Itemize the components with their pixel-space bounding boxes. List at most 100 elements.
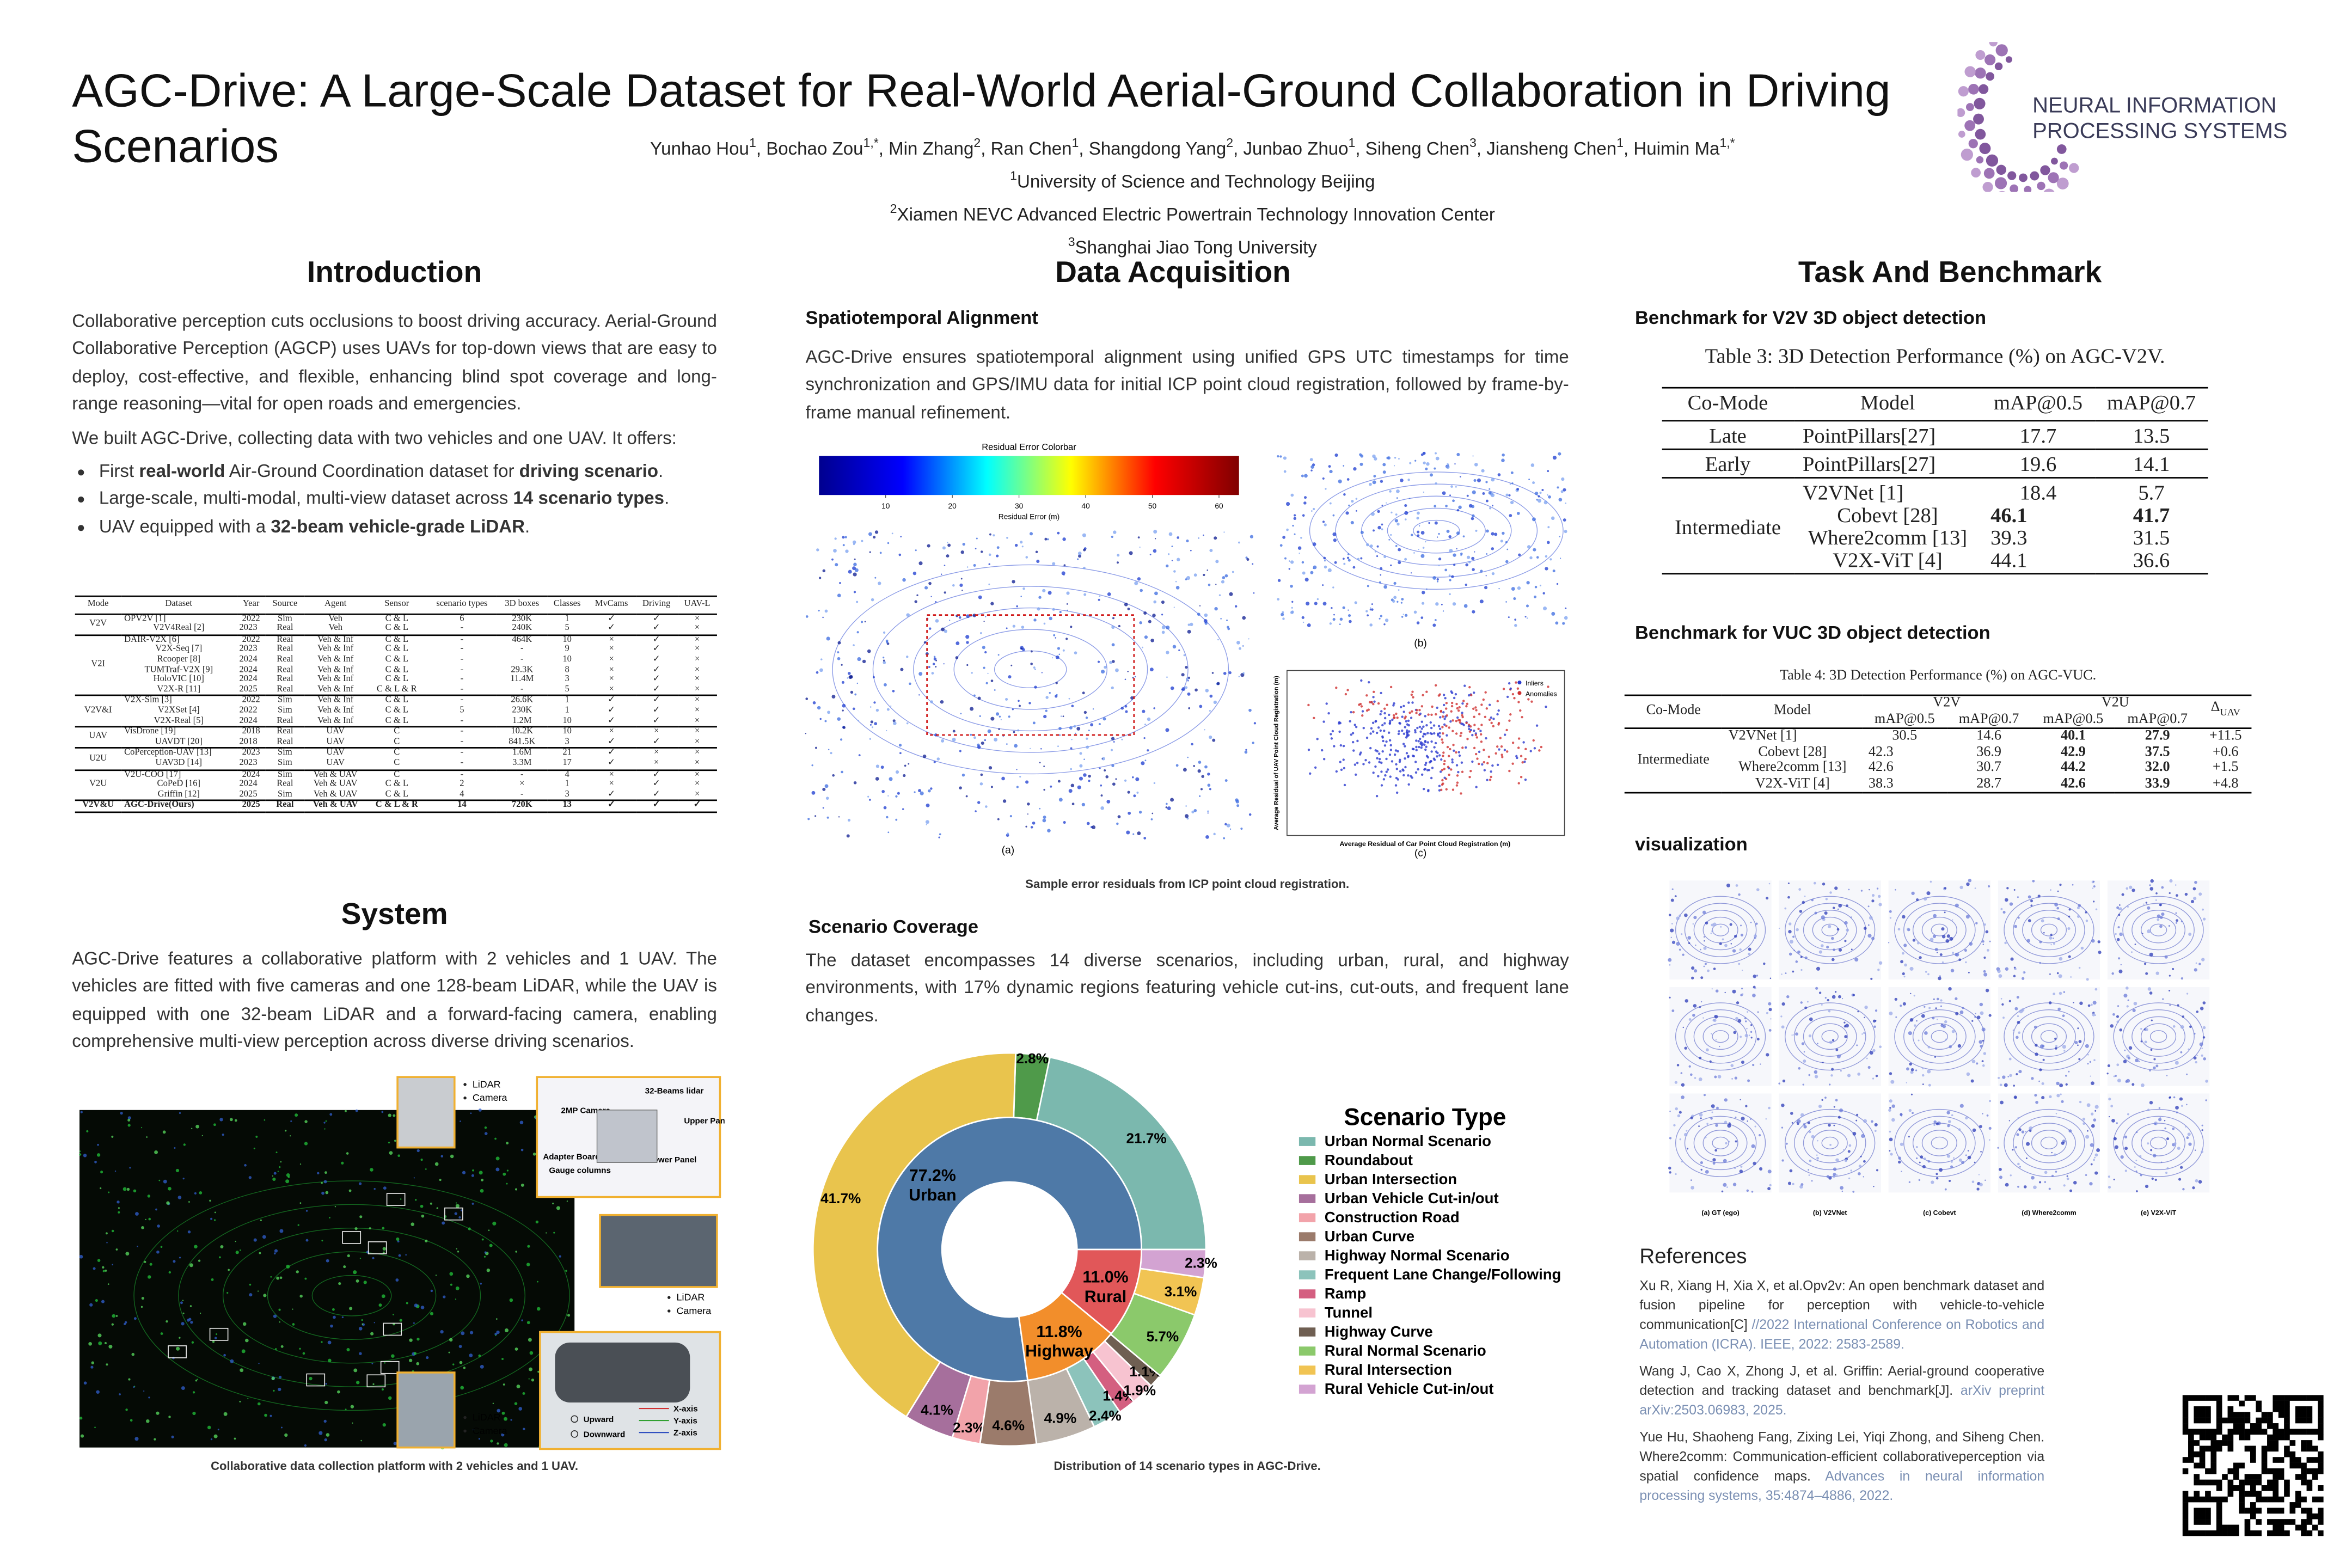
qr-module (2267, 1496, 2273, 1503)
scatter-point (1321, 749, 1324, 752)
point (1869, 1051, 1873, 1055)
point (382, 1423, 386, 1427)
point (1668, 958, 1672, 962)
point (304, 1120, 308, 1123)
point (2065, 1083, 2068, 1086)
table-cell: Veh (304, 612, 367, 624)
qr-module (2239, 1496, 2245, 1503)
point (1852, 1190, 1855, 1193)
point (2092, 1013, 2096, 1016)
point (1692, 1014, 1695, 1017)
point (1730, 1064, 1734, 1067)
qr-module (2194, 1462, 2200, 1469)
authors: Yunhao Hou1, Bochao Zou1,*, Min Zhang2, … (510, 129, 1875, 261)
scan-ring (1702, 1023, 1738, 1050)
qr-module (2182, 1412, 2189, 1418)
point (1528, 479, 1530, 480)
point (1910, 1070, 1914, 1074)
scatter-point (1462, 700, 1465, 702)
scatter-point (1529, 750, 1532, 752)
point (1392, 599, 1395, 603)
point (388, 1113, 391, 1117)
point (1033, 666, 1036, 669)
point (928, 789, 931, 793)
point (2175, 922, 2178, 924)
point (425, 1168, 427, 1170)
qr-module (2295, 1474, 2301, 1480)
qr-module (2301, 1530, 2307, 1536)
point (1471, 556, 1475, 560)
scatter-point (1393, 702, 1395, 705)
point (330, 1324, 333, 1328)
point (1104, 665, 1107, 669)
point (1486, 529, 1489, 533)
point (1860, 1155, 1862, 1157)
scatter-point (1508, 682, 1511, 685)
point (1207, 773, 1210, 776)
point (2144, 963, 2147, 965)
point (2050, 944, 2052, 946)
row-group: Intermediate V2VNet [1] 30.5 14.6 40.1 27.9 +1… (1624, 727, 2252, 793)
point (856, 631, 859, 634)
point (2132, 1008, 2136, 1013)
point (1502, 453, 1505, 457)
point (1161, 630, 1165, 634)
scatter-point (1398, 760, 1401, 763)
table-row: UAV VisDrone [19] 2018 Real UAV C -10.2K 10 × × × (75, 726, 717, 749)
table-cell: Veh & Inf (317, 706, 354, 716)
point (133, 1386, 135, 1388)
scan-ring (133, 1180, 570, 1411)
table-row: UAVDT [20] 2018 Real UAV C -841.5K 3 ✓ ✓ × (75, 738, 717, 749)
point (1422, 591, 1425, 595)
table-cell: 2024 (239, 665, 258, 675)
point (2132, 889, 2135, 892)
point (2094, 1171, 2098, 1175)
point (1735, 1116, 1737, 1118)
subheading: Spatiotemporal Alignment (805, 307, 1038, 329)
qr-module (2244, 1429, 2251, 1435)
qr-module (2301, 1440, 2307, 1446)
point (194, 1245, 198, 1249)
point (1548, 495, 1551, 499)
point (2188, 933, 2192, 936)
figure-label: Lower Panel (648, 1155, 696, 1165)
point (382, 1247, 387, 1251)
legend-swatch (1298, 1385, 1316, 1394)
table-cell: 2024 (239, 655, 258, 665)
point (1177, 558, 1180, 561)
colorbar-tick-label: 50 (1148, 502, 1157, 510)
point (946, 554, 950, 558)
table-cell: ✓ (652, 665, 660, 675)
point (459, 1361, 463, 1364)
point (2127, 999, 2129, 1001)
point (455, 1202, 457, 1204)
legend-label: Ramp (1325, 1285, 1367, 1302)
point (987, 729, 991, 733)
qr-module (2239, 1491, 2245, 1497)
qr-module (2244, 1417, 2251, 1424)
point (1395, 545, 1398, 547)
point (1717, 1075, 1722, 1079)
point (1204, 729, 1205, 731)
point (2159, 1117, 2161, 1119)
qr-module (2318, 1530, 2324, 1536)
point (2034, 1094, 2037, 1097)
point (1310, 571, 1314, 574)
point (171, 1435, 174, 1438)
point (535, 1220, 539, 1224)
point (1016, 769, 1018, 770)
point (2201, 1129, 2203, 1131)
point (1549, 558, 1552, 561)
legend-label: Anomalies (1526, 690, 1557, 697)
table-cell: - (460, 685, 464, 694)
table-cell: Sim (278, 758, 292, 768)
table-cell: - (460, 716, 464, 726)
qr-module (2278, 1429, 2284, 1435)
point (1979, 1183, 1983, 1187)
scatter-point (1356, 762, 1359, 764)
qr-module (2199, 1513, 2206, 1520)
point (1965, 1154, 1967, 1156)
qr-module (2233, 1524, 2239, 1531)
table-cell: 2022 (239, 706, 258, 716)
point (2044, 1171, 2048, 1174)
